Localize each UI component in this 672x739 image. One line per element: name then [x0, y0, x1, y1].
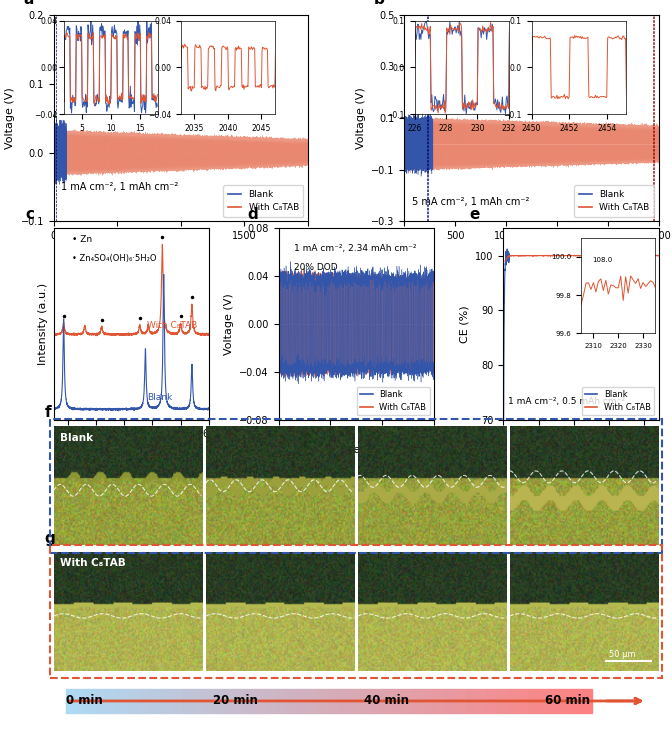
- Text: a: a: [24, 0, 34, 7]
- Bar: [245, 689, 255, 712]
- Bar: [560, 689, 571, 712]
- Text: 60 min: 60 min: [546, 695, 590, 707]
- Text: • Zn: • Zn: [73, 235, 93, 244]
- Y-axis label: Intensity (a.u.): Intensity (a.u.): [38, 283, 48, 365]
- Text: 50 μm: 50 μm: [610, 650, 636, 658]
- Bar: [382, 689, 392, 712]
- Y-axis label: CE (%): CE (%): [460, 305, 470, 343]
- Bar: [329, 689, 339, 712]
- Bar: [213, 689, 224, 712]
- Text: Blank: Blank: [60, 432, 93, 443]
- Bar: [319, 689, 329, 712]
- Y-axis label: Voltage (V): Voltage (V): [224, 293, 234, 355]
- Bar: [255, 689, 266, 712]
- Bar: [129, 689, 140, 712]
- Y-axis label: Voltage (V): Voltage (V): [355, 87, 366, 149]
- Bar: [181, 689, 192, 712]
- Bar: [97, 689, 108, 712]
- Bar: [298, 689, 308, 712]
- Text: e: e: [469, 207, 480, 222]
- Bar: [77, 689, 87, 712]
- Text: 1 mA cm⁻², 0.5 mAh cm⁻²: 1 mA cm⁻², 0.5 mAh cm⁻²: [508, 398, 625, 406]
- Bar: [140, 689, 150, 712]
- Bar: [308, 689, 319, 712]
- Legend: Blank, With C₈TAB: Blank, With C₈TAB: [581, 386, 655, 415]
- Bar: [497, 689, 508, 712]
- X-axis label: Time (h): Time (h): [157, 247, 204, 256]
- Text: Blank: Blank: [146, 393, 172, 403]
- X-axis label: Time (h): Time (h): [508, 247, 555, 256]
- Bar: [550, 689, 560, 712]
- Bar: [161, 689, 171, 712]
- Bar: [276, 689, 287, 712]
- Bar: [423, 689, 434, 712]
- Bar: [540, 689, 550, 712]
- Bar: [571, 689, 581, 712]
- Text: c: c: [26, 207, 35, 222]
- Text: d: d: [247, 207, 258, 222]
- Bar: [529, 689, 540, 712]
- Bar: [466, 689, 476, 712]
- Bar: [118, 689, 129, 712]
- Text: 0 min: 0 min: [66, 695, 102, 707]
- Bar: [581, 689, 592, 712]
- Text: f: f: [45, 405, 52, 420]
- X-axis label: Cycle number: Cycle number: [542, 445, 620, 454]
- Bar: [339, 689, 350, 712]
- Text: 1 mA cm⁻², 1 mAh cm⁻²: 1 mA cm⁻², 1 mAh cm⁻²: [61, 183, 179, 192]
- Bar: [392, 689, 403, 712]
- Bar: [350, 689, 360, 712]
- Text: 40 min: 40 min: [364, 695, 409, 707]
- Bar: [235, 689, 245, 712]
- Bar: [371, 689, 382, 712]
- Text: 20% DOD: 20% DOD: [294, 263, 338, 273]
- Text: With C₈TAB: With C₈TAB: [60, 558, 126, 568]
- Text: 20 min: 20 min: [213, 695, 257, 707]
- Bar: [413, 689, 423, 712]
- Y-axis label: Voltage (V): Voltage (V): [5, 87, 15, 149]
- Legend: Blank, With C₈TAB: Blank, With C₈TAB: [223, 185, 303, 217]
- Bar: [434, 689, 445, 712]
- Bar: [445, 689, 455, 712]
- Legend: Blank, With C₈TAB: Blank, With C₈TAB: [357, 386, 429, 415]
- Bar: [224, 689, 235, 712]
- X-axis label: 2θ (degree): 2θ (degree): [99, 445, 164, 454]
- Legend: Blank, With C₈TAB: Blank, With C₈TAB: [574, 185, 654, 217]
- Text: • Zn₄SO₄(OH)₆·5H₂O: • Zn₄SO₄(OH)₆·5H₂O: [73, 253, 157, 263]
- Text: With C₈TAB: With C₈TAB: [146, 321, 197, 330]
- Bar: [487, 689, 497, 712]
- Bar: [508, 689, 518, 712]
- Bar: [455, 689, 466, 712]
- Bar: [66, 689, 77, 712]
- Text: 5 mA cm⁻², 1 mAh cm⁻²: 5 mA cm⁻², 1 mAh cm⁻²: [412, 197, 530, 207]
- Bar: [403, 689, 413, 712]
- Bar: [87, 689, 97, 712]
- Text: 1 mA cm⁻², 2.34 mAh cm⁻²: 1 mA cm⁻², 2.34 mAh cm⁻²: [294, 245, 417, 253]
- Bar: [360, 689, 371, 712]
- Bar: [476, 689, 487, 712]
- X-axis label: Time (h): Time (h): [333, 445, 380, 454]
- Text: b: b: [374, 0, 385, 7]
- Text: g: g: [45, 531, 56, 545]
- Bar: [203, 689, 213, 712]
- Bar: [108, 689, 118, 712]
- Bar: [171, 689, 181, 712]
- Bar: [266, 689, 276, 712]
- Bar: [287, 689, 298, 712]
- Bar: [518, 689, 529, 712]
- Bar: [150, 689, 161, 712]
- Bar: [192, 689, 203, 712]
